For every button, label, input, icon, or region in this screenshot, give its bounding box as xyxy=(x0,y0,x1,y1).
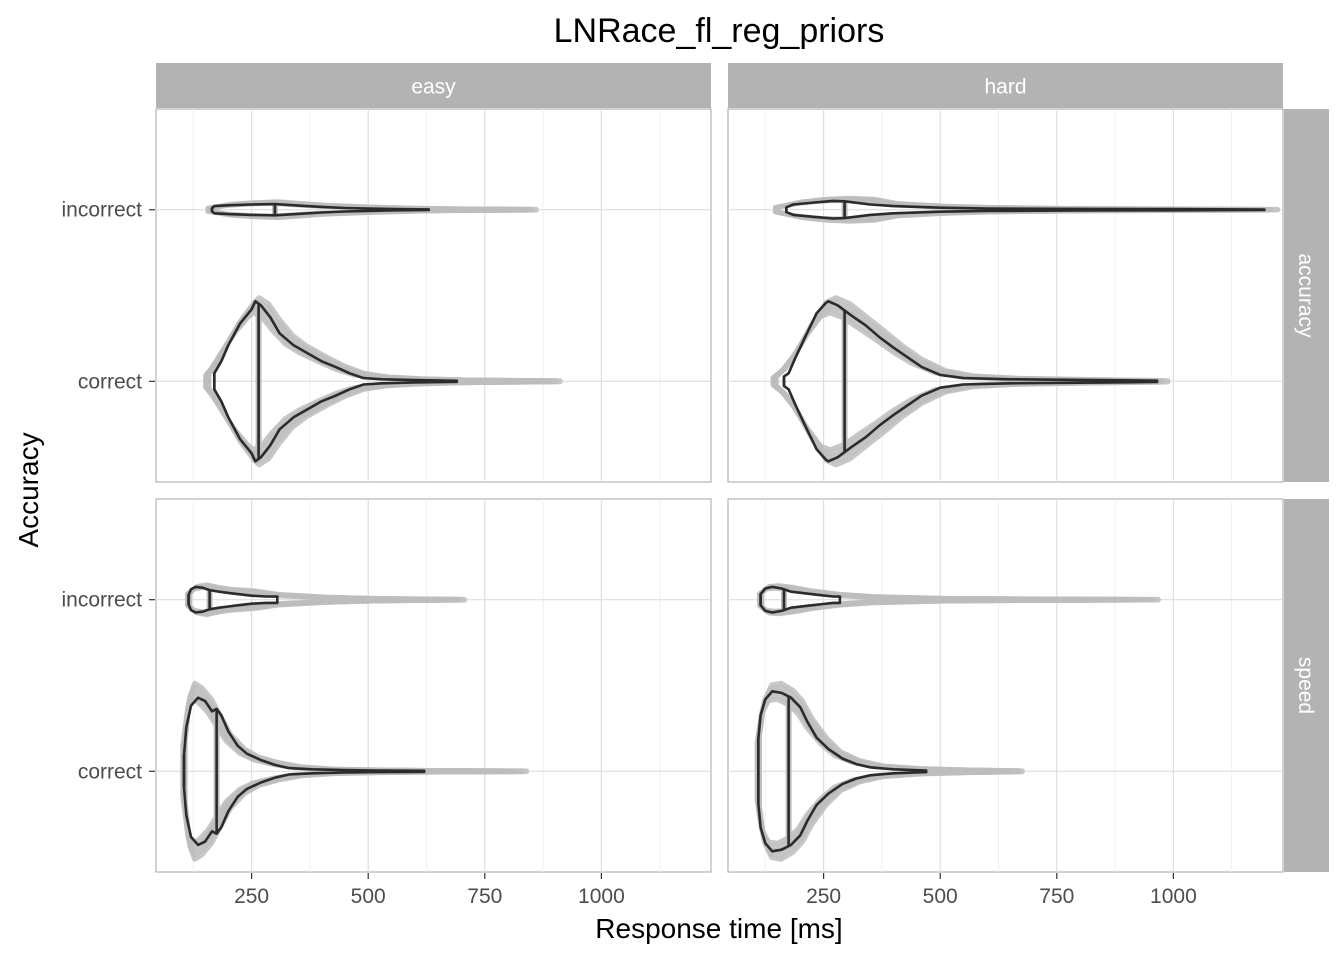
facet-strip-hard xyxy=(728,63,1283,108)
panel-hard-accuracy xyxy=(727,108,1284,483)
facet-strip-label-accuracy: accuracy xyxy=(1294,253,1317,338)
chart-title: LNRace_fl_reg_priors xyxy=(554,12,885,50)
panel-background xyxy=(155,108,712,483)
x-tick-label: 750 xyxy=(467,885,502,908)
x-tick-label: 750 xyxy=(1039,885,1074,908)
x-tick-label: 250 xyxy=(806,885,841,908)
facet-strip-easy xyxy=(156,63,711,108)
y-tick-label-correct: correct xyxy=(78,760,142,783)
predicted-violin xyxy=(759,583,1161,617)
facet-strip-label-hard: hard xyxy=(984,76,1026,99)
predicted-violin xyxy=(206,295,563,468)
observed-violin-incorrect xyxy=(187,585,279,614)
observed-violin-incorrect xyxy=(785,199,1266,220)
x-tick-label: 500 xyxy=(923,885,958,908)
panel-hard-speed xyxy=(727,498,1284,873)
x-tick-label: 1000 xyxy=(578,885,625,908)
x-axis-label: Response time [ms] xyxy=(595,913,842,944)
x-tick-label: 500 xyxy=(351,885,386,908)
y-axis-label: Accuracy xyxy=(13,432,44,547)
predicted-violin xyxy=(208,199,539,221)
facet-strip-speed xyxy=(1284,499,1329,872)
facet-strip-label-speed: speed xyxy=(1294,657,1317,714)
predicted-violin xyxy=(776,195,1281,224)
panels-layer: easy hard accuracy speed incorrect correct inc… xyxy=(61,63,1329,908)
observed-violin-correct xyxy=(213,300,459,463)
predicted-violin xyxy=(757,680,1025,862)
predicted-violin xyxy=(187,582,467,618)
panel-background xyxy=(727,108,1284,483)
y-tick-label-correct: correct xyxy=(78,370,142,393)
observed-violin-incorrect xyxy=(759,585,842,614)
panel-easy-speed xyxy=(155,498,712,873)
y-tick-label-incorrect: incorrect xyxy=(61,199,142,222)
observed-violin-correct xyxy=(782,300,1159,463)
panel-background xyxy=(155,498,712,873)
facet-strip-label-easy: easy xyxy=(411,76,456,99)
facet-strip-accuracy xyxy=(1284,109,1329,482)
observed-violin-correct xyxy=(757,690,928,853)
y-tick-label-incorrect: incorrect xyxy=(61,589,142,612)
x-tick-label: 250 xyxy=(234,885,269,908)
x-tick-label: 1000 xyxy=(1150,885,1197,908)
panel-easy-accuracy xyxy=(155,108,712,483)
observed-violin-incorrect xyxy=(210,202,431,217)
